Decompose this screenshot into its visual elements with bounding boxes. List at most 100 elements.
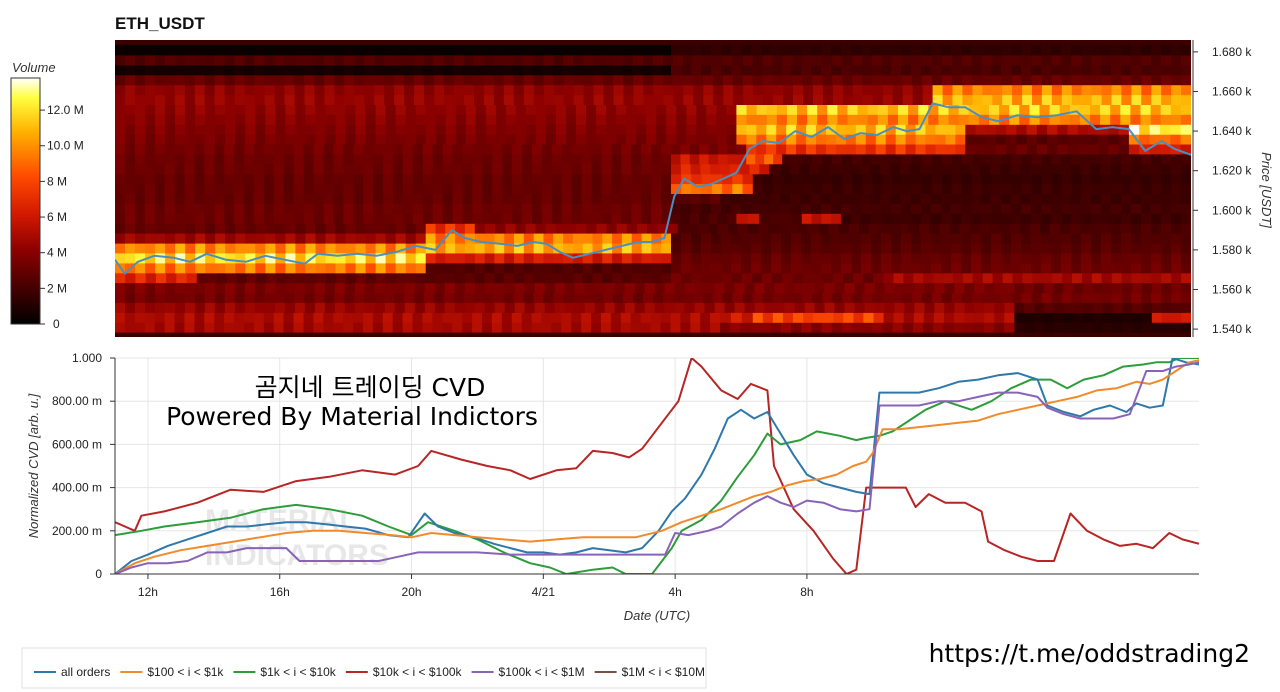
heatmap-cell bbox=[791, 203, 802, 214]
heatmap-cell bbox=[611, 143, 622, 155]
heatmap-cell bbox=[576, 134, 587, 145]
legend-item-r1k_10k[interactable]: $1k < i < $10k bbox=[233, 665, 337, 679]
heatmap-cell bbox=[174, 173, 186, 185]
heatmap-cell bbox=[464, 252, 476, 264]
heatmap-cell bbox=[553, 54, 564, 66]
heatmap-cell bbox=[561, 203, 573, 214]
heatmap-cell bbox=[573, 74, 584, 86]
heatmap-cell bbox=[1081, 203, 1092, 214]
heatmap-cell bbox=[975, 134, 987, 145]
legend-item-r10k_100k[interactable]: $10k < i < $100k bbox=[345, 665, 463, 679]
heatmap-cell bbox=[115, 203, 126, 214]
heatmap-cell bbox=[125, 282, 136, 294]
heatmap-cell bbox=[591, 193, 603, 204]
heatmap-cell bbox=[651, 262, 662, 274]
heatmap-cell bbox=[512, 44, 523, 56]
legend-item-all_orders[interactable]: all orders bbox=[34, 665, 110, 679]
heatmap-cell bbox=[901, 203, 912, 214]
heatmap-cell bbox=[315, 252, 327, 264]
heatmap-cell bbox=[915, 124, 927, 135]
heatmap-cell bbox=[951, 242, 962, 254]
heatmap-cell bbox=[869, 163, 881, 175]
heatmap-cell bbox=[1041, 64, 1052, 76]
heatmap-cell bbox=[697, 223, 709, 234]
heatmap-cell bbox=[841, 213, 852, 224]
heatmap-cell bbox=[145, 282, 156, 294]
heatmap-cell bbox=[951, 203, 962, 214]
heatmap-cell bbox=[462, 203, 473, 214]
heatmap-cell bbox=[827, 104, 838, 115]
heatmap-cell bbox=[505, 114, 517, 125]
heatmap-cell bbox=[831, 233, 842, 244]
heatmap-cell bbox=[612, 262, 623, 274]
heatmap-cell bbox=[266, 272, 277, 284]
heatmap-cell bbox=[1150, 104, 1162, 115]
heatmap-cell bbox=[1053, 282, 1064, 294]
heatmap-cell bbox=[1001, 183, 1013, 194]
heatmap-cell bbox=[501, 322, 513, 333]
heatmap-cell bbox=[1111, 74, 1122, 86]
heatmap-cell bbox=[935, 124, 947, 135]
heatmap-cell bbox=[656, 104, 667, 115]
heatmap-cell bbox=[235, 134, 246, 145]
heatmap-cell bbox=[454, 84, 465, 96]
heatmap-cell bbox=[284, 94, 296, 105]
heatmap-cell bbox=[951, 262, 962, 274]
heatmap-cell bbox=[912, 292, 923, 303]
heatmap-cell bbox=[781, 262, 792, 274]
heatmap-cell bbox=[353, 153, 364, 165]
heatmap-cell bbox=[708, 213, 719, 224]
heatmap-cell bbox=[811, 252, 822, 264]
heatmap-cell bbox=[1061, 252, 1072, 264]
heatmap-cell bbox=[294, 74, 305, 86]
heatmap-cell bbox=[1061, 242, 1072, 254]
heatmap-cell bbox=[323, 163, 334, 175]
heatmap-cell bbox=[671, 64, 682, 76]
heatmap-cell bbox=[315, 262, 327, 274]
legend-item-r1m_10m[interactable]: $1M < i < $10M bbox=[594, 665, 705, 679]
heatmap-cell bbox=[646, 114, 657, 125]
heatmap-cell bbox=[1161, 173, 1172, 185]
heatmap-cell bbox=[263, 183, 275, 194]
heatmap-cell bbox=[224, 183, 235, 194]
heatmap-cell bbox=[493, 74, 505, 86]
heatmap-cell bbox=[1070, 193, 1082, 204]
heatmap-cell bbox=[1041, 213, 1052, 224]
heatmap-cell bbox=[1141, 44, 1152, 56]
heatmap-cell bbox=[452, 193, 464, 204]
heatmap-cell bbox=[1139, 124, 1151, 135]
heatmap-cell bbox=[495, 223, 506, 234]
heatmap-cell bbox=[373, 213, 384, 224]
heatmap-cell bbox=[245, 242, 256, 254]
heatmap-cell bbox=[343, 213, 354, 224]
heatmap-cell bbox=[464, 302, 476, 313]
heatmap-cell bbox=[402, 203, 414, 214]
heatmap-cell bbox=[333, 44, 344, 56]
heatmap-cell bbox=[689, 143, 700, 155]
heatmap-cell bbox=[852, 322, 863, 333]
heatmap-cell bbox=[812, 173, 824, 185]
telegram-url[interactable]: https://t.me/oddstrading2 bbox=[929, 639, 1250, 668]
heatmap-cell bbox=[515, 223, 526, 234]
heatmap-cell bbox=[720, 312, 732, 323]
heatmap-cell bbox=[472, 163, 483, 175]
legend-item-r100k_1m[interactable]: $100k < i < $1M bbox=[471, 665, 585, 679]
cvd-x-axis-label: Date (UTC) bbox=[624, 608, 690, 623]
heatmap-cell bbox=[922, 84, 934, 96]
heatmap-cell bbox=[484, 272, 495, 284]
heatmap-cell bbox=[1090, 223, 1101, 234]
heatmap-cell bbox=[741, 262, 752, 274]
heatmap-cell bbox=[572, 233, 584, 244]
heatmap-cell bbox=[915, 143, 927, 155]
heatmap-cell bbox=[802, 272, 814, 284]
heatmap-cell bbox=[265, 262, 276, 274]
legend-item-r100_1k[interactable]: $100 < i < $1k bbox=[120, 665, 224, 679]
heatmap-cell bbox=[616, 134, 627, 145]
heatmap-cell bbox=[256, 272, 268, 284]
heatmap-cell bbox=[453, 74, 465, 86]
heatmap-cell bbox=[333, 64, 344, 76]
heatmap-cell bbox=[999, 104, 1010, 115]
heatmap-cell bbox=[325, 114, 337, 125]
heatmap-cell bbox=[414, 282, 426, 294]
heatmap-cell bbox=[204, 44, 215, 56]
